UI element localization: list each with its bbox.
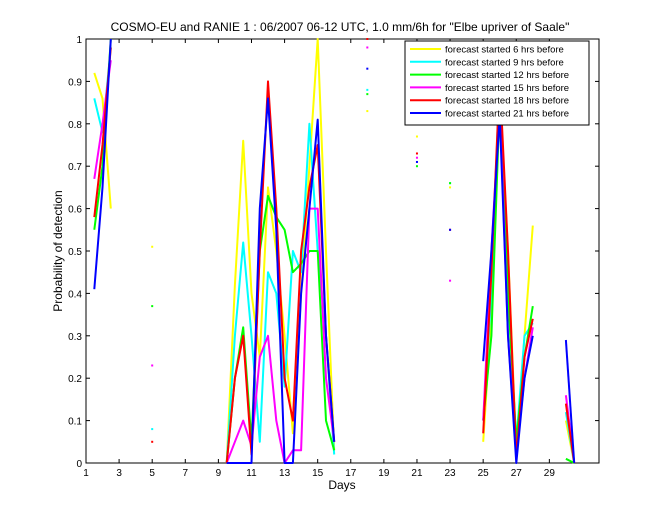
series-line	[482, 76, 534, 460]
series-point	[415, 156, 418, 159]
axis-ticks: 1 3 5 7 9 11 13 15 17 19 21 23 25 27 2900.10.20.30.40.…	[68, 35, 599, 479]
series-point	[366, 46, 369, 49]
series-point	[151, 440, 154, 443]
x-tick-label: 23	[445, 468, 457, 479]
legend-label: forecast started 15 hrs before	[445, 83, 569, 94]
chart-title: COSMO-EU and RANIE 1 : 06/2007 06-12 UTC…	[111, 20, 570, 34]
x-tick-label: 1	[83, 468, 89, 479]
x-tick-label: 21	[411, 468, 423, 479]
x-tick-label: 15	[312, 468, 324, 479]
series-line	[565, 457, 575, 464]
x-axis-label: Days	[328, 478, 355, 492]
series-line	[482, 114, 534, 464]
series-layer	[93, 38, 576, 464]
series-point	[415, 160, 418, 163]
y-axis-label: Probability of detection	[51, 190, 65, 311]
y-tick-label: 0.8	[68, 120, 82, 131]
x-tick-label: 11	[246, 468, 257, 479]
y-tick-label: 0.4	[68, 289, 82, 300]
y-tick-label: 0.2	[68, 374, 82, 385]
y-tick-label: 0.7	[68, 162, 82, 173]
legend-label: forecast started 21 hrs before	[445, 109, 569, 120]
y-tick-label: 0.1	[68, 417, 82, 428]
series-point	[366, 93, 369, 96]
y-tick-label: 0.3	[68, 332, 82, 343]
series-point	[449, 228, 452, 231]
series-point	[151, 245, 154, 248]
series-point	[366, 88, 369, 91]
series-point	[151, 305, 154, 308]
series-line	[93, 72, 112, 209]
series-line	[93, 38, 112, 290]
series-point	[449, 186, 452, 189]
y-tick-label: 0.6	[68, 205, 82, 216]
x-tick-label: 5	[149, 468, 155, 479]
series-point	[151, 364, 154, 367]
series-point	[366, 38, 369, 40]
x-tick-label: 27	[511, 468, 523, 479]
legend-label: forecast started 6 hrs before	[445, 45, 564, 56]
series-line	[225, 207, 336, 464]
series-6	[93, 38, 576, 464]
series-point	[366, 110, 369, 113]
x-tick-label: 17	[345, 468, 357, 479]
series-point	[415, 152, 418, 155]
y-tick-label: 0.9	[68, 77, 82, 88]
series-point	[449, 279, 452, 282]
x-tick-label: 29	[544, 468, 556, 479]
x-tick-label: 9	[216, 468, 222, 479]
series-line	[226, 97, 336, 464]
series-point	[415, 165, 418, 168]
series-point	[449, 182, 452, 185]
legend-box	[404, 40, 590, 126]
series-line	[225, 80, 336, 464]
legend-label: forecast started 12 hrs before	[445, 70, 569, 81]
x-tick-label: 19	[378, 468, 390, 479]
y-tick-label: 0.5	[68, 247, 82, 258]
legend-label: forecast started 18 hrs before	[445, 96, 569, 107]
x-tick-label: 3	[116, 468, 122, 479]
x-tick-label: 13	[279, 468, 291, 479]
series-point	[415, 135, 418, 138]
legend-label: forecast started 9 hrs before	[445, 57, 564, 68]
series-line	[564, 339, 576, 464]
y-tick-label: 1	[76, 35, 82, 46]
x-tick-label: 25	[478, 468, 490, 479]
series-point	[151, 428, 154, 431]
series-point	[366, 67, 369, 70]
y-tick-label: 0	[76, 459, 82, 470]
x-tick-label: 7	[183, 468, 189, 479]
